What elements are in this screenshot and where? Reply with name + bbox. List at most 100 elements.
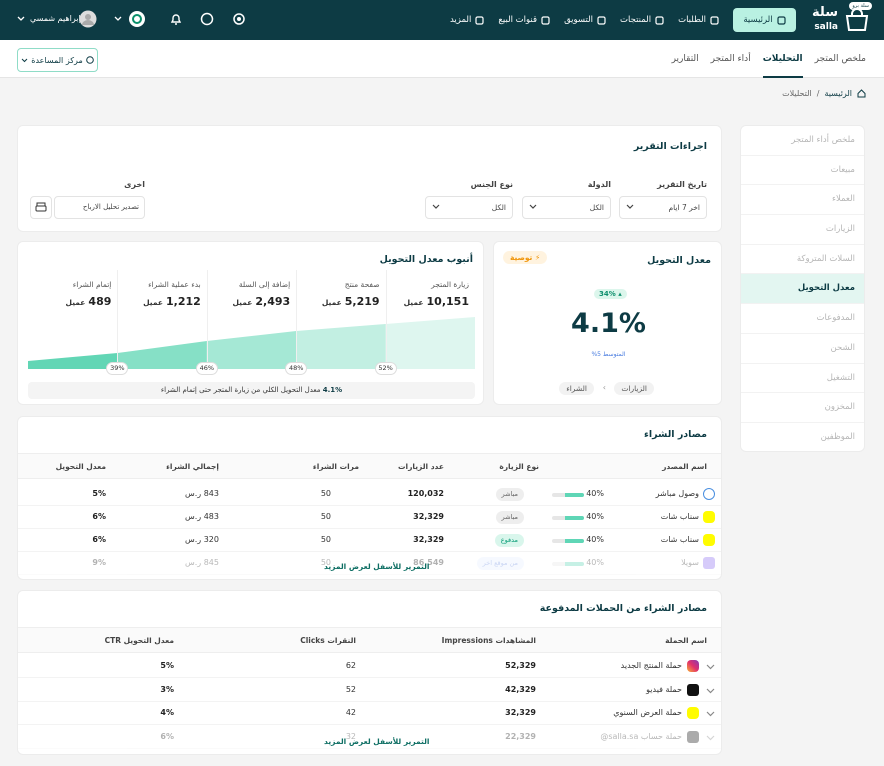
user-name[interactable]: إبراهيم شمسي	[30, 14, 81, 23]
campaign-icon	[687, 660, 699, 672]
ctr: 4%	[160, 708, 174, 717]
tab[interactable]: ملخص المتجر	[814, 54, 866, 64]
conversion-rate: 6%	[92, 512, 106, 521]
select[interactable]: اخر 7 ايام	[619, 196, 707, 219]
count-value: 10,151	[426, 295, 469, 308]
purchases: 50	[320, 512, 331, 521]
nav-icon	[710, 15, 719, 25]
campaign-name: حملة حساب salla.sa@	[600, 731, 682, 741]
column-header[interactable]: النقرات Clicks	[300, 636, 356, 645]
stage-name: إضافة إلى السلة	[238, 280, 291, 289]
crumb-home[interactable]: الرئيسية	[824, 89, 852, 98]
purchase-total: 320 ر.س	[185, 535, 219, 544]
change-value: 34%	[599, 290, 616, 298]
nav-item[interactable]: الطلبات	[678, 15, 719, 25]
funnel-stage: إضافة إلى السلة 2,493 عميل	[206, 270, 296, 370]
column-header[interactable]: عدد الزيارات	[397, 462, 444, 471]
funnel-card: أنبوب معدل التحويل 4.1% معدل التحويل الك…	[17, 241, 484, 405]
breadcrumb: الرئيسية / التحليلات	[782, 89, 866, 98]
share-value: 40%	[586, 558, 604, 567]
share-fill	[564, 539, 584, 543]
user-chevron[interactable]	[17, 16, 25, 22]
sidebar-item[interactable]: التشغيل	[741, 364, 864, 394]
chevron	[432, 204, 440, 209]
settings-icon[interactable]	[232, 12, 246, 26]
visits: 120,032	[407, 489, 444, 498]
bell-icon[interactable]	[169, 12, 183, 26]
column-header[interactable]: إجمالي الشراء	[166, 462, 219, 471]
filter-label: نوع الجنس	[470, 180, 513, 189]
conversion-rate: 9%	[92, 558, 106, 567]
funnel-footer: 4.1% معدل التحويل الكلي من زيارة المتجر …	[28, 382, 475, 399]
avatar[interactable]	[79, 10, 97, 28]
help-button[interactable]: مركز المساعدة	[17, 48, 98, 72]
sidebar-item[interactable]: معدل التحويل	[741, 274, 864, 305]
tab[interactable]: التقارير	[671, 54, 699, 64]
sidebar-item[interactable]: السلات المتروكة	[741, 245, 864, 275]
table-row: حملة العرض السنوي 32,329 42 4%	[18, 702, 721, 725]
sidebar-item[interactable]: العملاء	[741, 185, 864, 216]
column-header[interactable]: معدل التحويل	[55, 462, 106, 471]
count-unit: عميل	[143, 298, 163, 307]
column-header: اسم الحملة	[665, 636, 707, 645]
stage-count: 10,151 عميل	[387, 295, 469, 308]
step-pill: الزيارات	[614, 382, 654, 395]
export-field[interactable]: تصدير تحليل الارباح	[54, 196, 145, 219]
sidebar-item[interactable]: مبيعات	[741, 156, 864, 186]
table-row: حملة المنتج الجديد 52,329 62 5%	[18, 655, 721, 678]
stage-rate: 39%	[106, 362, 129, 375]
step-arrow: ›	[602, 383, 606, 392]
filter-label: الدولة	[587, 180, 611, 189]
tab[interactable]: التحليلات	[762, 40, 803, 78]
sidebar-item[interactable]: الزيارات	[741, 215, 864, 245]
store-chevron[interactable]	[114, 16, 122, 22]
visits: 32,329	[413, 512, 444, 521]
scroll-hint[interactable]: التمرير للأسفل لعرض المزيد	[324, 737, 430, 746]
table-row: وصول مباشر 40% مباشر 120,032 50 843 ر.س 5%	[18, 483, 721, 506]
column-header[interactable]: نوع الزيارة	[499, 462, 539, 471]
select[interactable]: الكل	[425, 196, 513, 219]
purchases: 50	[320, 558, 331, 567]
logo-icon	[845, 9, 869, 31]
select-value: الكل	[589, 203, 604, 212]
select[interactable]: الكل	[522, 196, 611, 219]
source-icon	[703, 557, 715, 569]
sidebar-item[interactable]: الشحن	[741, 334, 864, 364]
stage-rate: 52%	[374, 362, 397, 375]
nav-item[interactable]: الرئيسية	[733, 8, 796, 32]
store-logo[interactable]	[128, 10, 146, 28]
source-icon	[703, 534, 715, 546]
recommend-badge[interactable]: ⚡ توصية	[503, 251, 548, 264]
sidebar-item[interactable]: المدفوعات	[741, 304, 864, 334]
funnel-note: معدل التحويل الكلي من زيارة المتجر حتى إ…	[160, 386, 321, 394]
sidebar-item[interactable]: المخزون	[741, 393, 864, 423]
chevron	[626, 204, 634, 209]
print-button[interactable]	[30, 196, 52, 219]
recommend-label: توصية	[510, 253, 533, 262]
column-header[interactable]: المشاهدات Impressions	[441, 636, 536, 645]
scroll-hint[interactable]: التمرير للأسفل لعرض المزيد	[324, 562, 430, 571]
column-header: اسم المصدر	[662, 462, 707, 471]
stage-rate: 46%	[195, 362, 218, 375]
campaign-name: حملة فيديو	[646, 684, 682, 694]
tab[interactable]: أداء المتجر	[710, 54, 751, 64]
column-header[interactable]: مرات الشراء	[312, 462, 359, 471]
nav-item[interactable]: التسويق	[564, 15, 606, 25]
brand: سلة	[812, 5, 838, 20]
sources-title: مصادر الشراء	[644, 429, 707, 440]
table-row: حملة فيديو 42,329 52 3%	[18, 679, 721, 702]
nav-icon	[597, 15, 606, 25]
share-value: 40%	[586, 489, 604, 498]
count-value: 489	[88, 295, 112, 308]
chat-icon[interactable]	[200, 12, 214, 26]
count-unit: عميل	[403, 298, 424, 307]
sidebar-item[interactable]: ملخص أداء المتجر	[741, 126, 864, 156]
nav-item[interactable]: المزيد	[450, 15, 484, 25]
source-icon	[703, 488, 715, 500]
sidebar-item[interactable]: الموظفين	[741, 423, 864, 451]
conversion-value: 4.1%	[571, 308, 646, 339]
column-header[interactable]: معدل التحويل CTR	[104, 636, 174, 645]
nav-item[interactable]: المنتجات	[620, 15, 664, 25]
campaign-name: حملة المنتج الجديد	[620, 661, 682, 670]
nav-item[interactable]: قنوات البيع	[498, 15, 550, 25]
